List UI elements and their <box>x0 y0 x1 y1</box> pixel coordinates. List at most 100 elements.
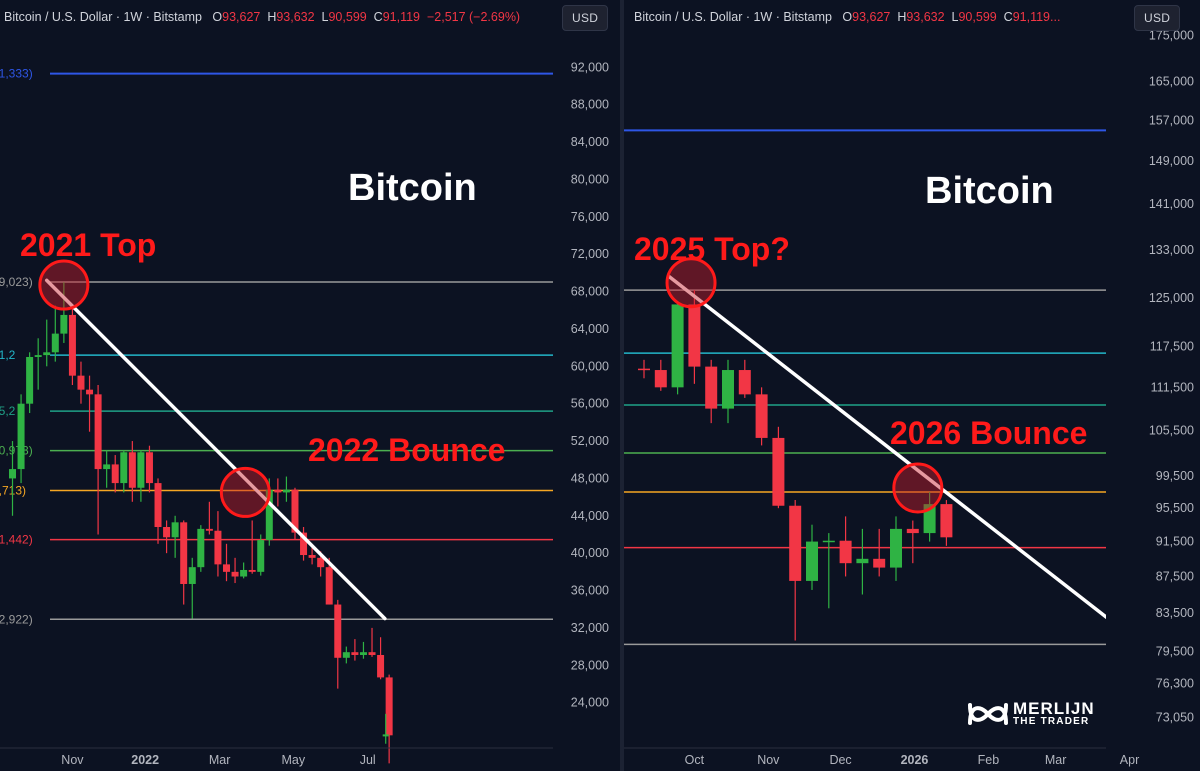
candle-body <box>43 352 50 355</box>
candle-body <box>214 531 221 565</box>
candle-body <box>257 540 264 572</box>
level-label: 91,333) <box>0 67 33 81</box>
candle-body <box>249 570 256 572</box>
candle-body <box>722 370 734 409</box>
candle-body <box>120 452 127 483</box>
candle-body <box>103 464 110 469</box>
y-tick-label: 88,000 <box>571 98 609 112</box>
top-highlight-circle <box>40 261 88 309</box>
right-symbol-header: Bitcoin / U.S. Dollar · 1W · Bitstamp O9… <box>634 10 1060 24</box>
candle-body <box>146 452 153 483</box>
candle-body <box>806 542 818 581</box>
candle-body <box>155 483 162 527</box>
y-tick-label: 73,050 <box>1156 710 1194 724</box>
y-tick-label: 32,000 <box>571 621 609 635</box>
y-tick-label: 79,500 <box>1156 644 1194 658</box>
y-tick-label: 87,500 <box>1156 569 1194 583</box>
candle-body <box>69 315 76 376</box>
left-candlestick-chart[interactable]: 91,333)69,023)61,255,250,973)6,713)41,44… <box>0 0 620 771</box>
right-currency-button[interactable]: USD <box>1134 5 1180 31</box>
candle-body <box>789 506 801 581</box>
x-tick-label: Nov <box>61 753 84 767</box>
x-tick-label: Dec <box>829 753 851 767</box>
level-label: 61,2 <box>0 348 16 362</box>
candle-body <box>756 394 768 438</box>
x-tick-label: 2026 <box>901 753 929 767</box>
candle-body <box>772 438 784 506</box>
level-label: 32,922) <box>0 612 33 626</box>
y-tick-label: 60,000 <box>571 359 609 373</box>
candle-body <box>940 504 952 537</box>
candle-body <box>672 304 684 387</box>
bitcoin-label: Bitcoin <box>925 170 1054 212</box>
candle-body <box>739 370 751 394</box>
level-label: 50,973) <box>0 444 33 458</box>
candle-body <box>386 677 393 735</box>
y-tick-label: 68,000 <box>571 285 609 299</box>
candle-body <box>873 559 885 568</box>
candle-body <box>856 559 868 563</box>
open-label: O <box>842 10 852 24</box>
symbol-label: Bitcoin / U.S. Dollar · 1W · Bitstamp <box>634 10 832 24</box>
price-axis-area <box>553 0 620 771</box>
y-tick-label: 92,000 <box>571 60 609 74</box>
y-tick-label: 44,000 <box>571 509 609 523</box>
bounce-highlight-circle <box>894 464 942 512</box>
candle-body <box>60 315 67 334</box>
candle-body <box>137 452 144 488</box>
right-chart-panel[interactable]: 2025 Top? 2026 Bounce Bitcoin 73,050 76,300 7… <box>624 0 1200 771</box>
x-tick-label: Mar <box>1045 753 1067 767</box>
y-tick-label: 64,000 <box>571 322 609 336</box>
candle-body <box>172 522 179 537</box>
left-chart-panel[interactable]: 91,333)69,023)61,255,250,973)6,713)41,44… <box>0 0 620 771</box>
candle-body <box>35 355 42 357</box>
y-tick-label: 141,000 <box>1149 197 1194 211</box>
left-symbol-header: Bitcoin / U.S. Dollar · 1W · Bitstamp O9… <box>4 10 520 24</box>
candle-body <box>223 564 230 571</box>
candle-body <box>383 734 389 736</box>
y-tick-label: 52,000 <box>571 434 609 448</box>
x-tick-label: Apr <box>1120 753 1139 767</box>
candle-body <box>369 652 376 655</box>
candle-body <box>655 370 667 387</box>
candle-body <box>351 652 358 655</box>
y-tick-label: 95,500 <box>1156 501 1194 515</box>
top-annotation: 2025 Top? <box>634 231 790 267</box>
x-tick-label: 2022 <box>131 753 159 767</box>
bounce-annotation: 2022 Bounce <box>308 432 505 468</box>
open-value: 93,627 <box>852 10 890 24</box>
candle-body <box>9 469 16 478</box>
candle-body <box>206 529 213 531</box>
y-tick-label: 125,000 <box>1149 291 1194 305</box>
top-annotation: 2021 Top <box>20 227 156 263</box>
candle-body <box>907 529 919 533</box>
candle-body <box>163 527 170 537</box>
x-tick-label: Nov <box>757 753 780 767</box>
y-tick-label: 76,300 <box>1156 676 1194 690</box>
candle-body <box>274 490 281 493</box>
candle-body <box>129 452 136 488</box>
high-value: 93,632 <box>906 10 944 24</box>
close-label: C <box>374 10 383 24</box>
candle-body <box>688 304 700 366</box>
x-tick-label: May <box>281 753 305 767</box>
y-tick-label: 40,000 <box>571 546 609 560</box>
logo-tagline: THE TRADER <box>1013 716 1089 727</box>
candle-body <box>232 572 239 577</box>
candle-body <box>197 529 204 567</box>
y-tick-label: 56,000 <box>571 397 609 411</box>
open-label: O <box>212 10 222 24</box>
candle-body <box>309 555 316 558</box>
symbol-label: Bitcoin / U.S. Dollar · 1W · Bitstamp <box>4 10 202 24</box>
left-currency-button[interactable]: USD <box>562 5 608 31</box>
candle-body <box>86 390 93 395</box>
right-candlestick-chart[interactable]: 2025 Top? 2026 Bounce Bitcoin 73,050 76,300 7… <box>624 0 1200 771</box>
candle-body <box>283 490 290 493</box>
candle-body <box>77 376 84 390</box>
y-tick-label: 84,000 <box>571 135 609 149</box>
x-tick-label: Mar <box>209 753 231 767</box>
low-value: 90,599 <box>958 10 996 24</box>
close-value: 91,119... <box>1013 10 1061 24</box>
high-label: H <box>267 10 276 24</box>
